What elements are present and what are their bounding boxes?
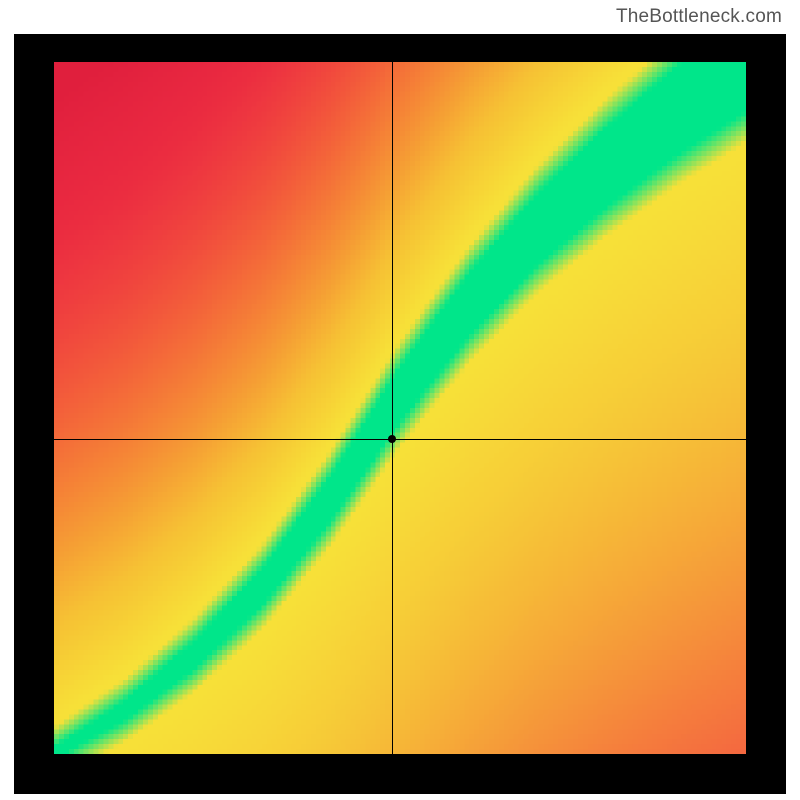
bottleneck-heatmap: [54, 62, 746, 754]
crosshair-horizontal: [54, 439, 746, 440]
crosshair-marker: [388, 435, 396, 443]
crosshair-vertical: [392, 62, 393, 754]
outer-black-frame: [14, 34, 786, 794]
watermark-text: TheBottleneck.com: [616, 6, 782, 28]
figure-root: TheBottleneck.com: [0, 0, 800, 800]
